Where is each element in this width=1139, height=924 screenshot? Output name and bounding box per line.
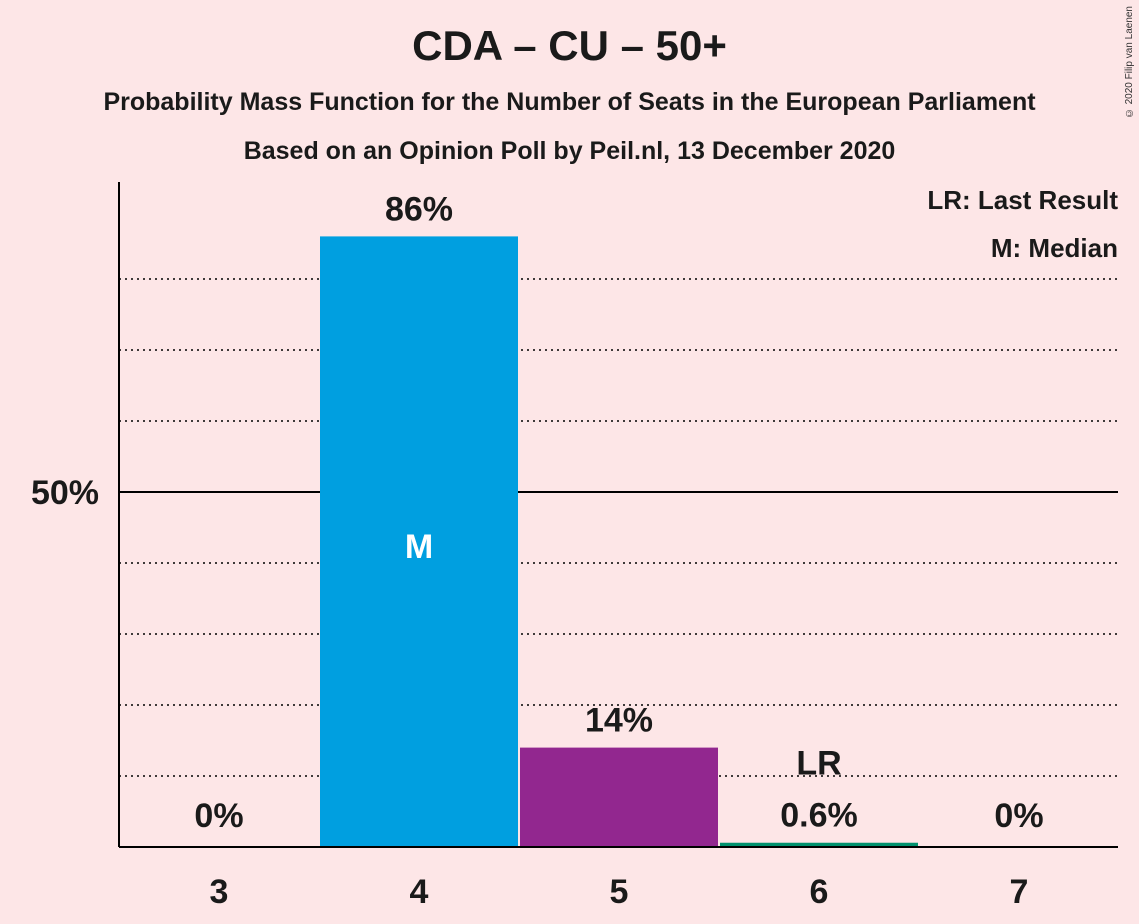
chart-title: CDA – CU – 50+: [412, 22, 727, 69]
value-label-5: 14%: [585, 702, 653, 740]
labels: 50% 3 0% 4 86% M 5 14% 6 0.6% LR 7 0%: [31, 190, 1044, 911]
x-tick-label-5: 5: [610, 873, 629, 911]
value-label-7: 0%: [994, 797, 1043, 835]
bar-6: [720, 842, 918, 847]
median-marker: M: [405, 528, 433, 566]
x-tick-label-6: 6: [810, 873, 829, 911]
x-tick-label-7: 7: [1010, 873, 1029, 911]
chart-subtitle: Probability Mass Function for the Number…: [103, 88, 1036, 116]
bar-4: [320, 236, 518, 847]
legend-last-result: LR: Last Result: [927, 185, 1118, 215]
x-tick-label-3: 3: [210, 873, 229, 911]
value-label-6: 0.6%: [780, 797, 858, 835]
legend-median: M: Median: [991, 233, 1118, 263]
value-label-3: 0%: [194, 797, 243, 835]
value-label-4: 86%: [385, 190, 453, 228]
bars: [320, 236, 918, 847]
x-tick-label-4: 4: [410, 873, 429, 911]
last-result-marker: LR: [796, 745, 841, 783]
chart-source: Based on an Opinion Poll by Peil.nl, 13 …: [243, 137, 896, 165]
y-tick-label-50: 50%: [31, 474, 99, 512]
bar-5: [520, 747, 718, 847]
